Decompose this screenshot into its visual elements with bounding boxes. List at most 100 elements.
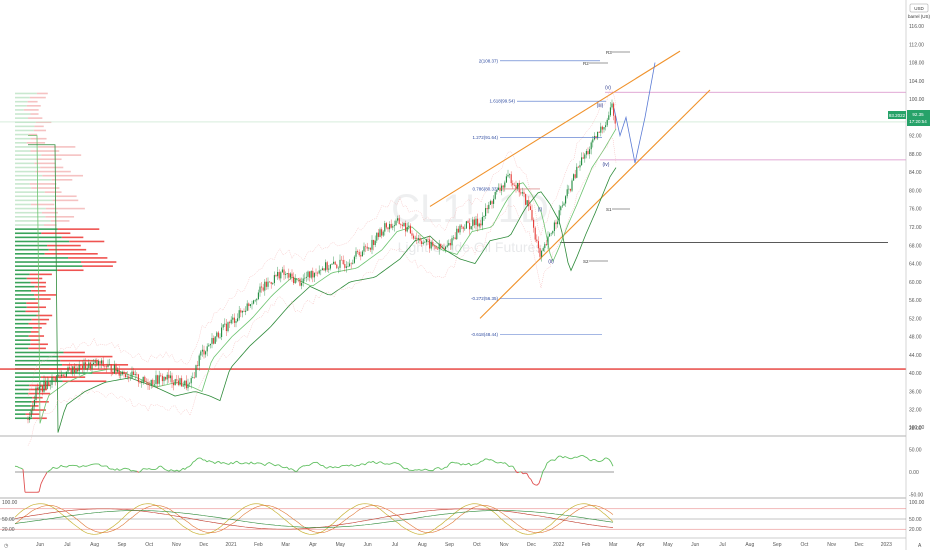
rsi-segment: [292, 469, 296, 472]
candle-body: [109, 364, 111, 365]
rsi-segment: [164, 469, 168, 471]
candle-body: [600, 126, 602, 133]
candle-body: [337, 267, 339, 269]
rsi-segment: [56, 467, 60, 469]
volume-bar-down: [44, 253, 98, 255]
currency-button[interactable]: [909, 3, 929, 13]
candle-body: [312, 270, 314, 278]
goto-icon[interactable]: ◷: [4, 543, 9, 549]
last-price-value: 92.35: [912, 112, 924, 117]
rsi-segment: [526, 473, 530, 478]
rsi-segment: [140, 468, 144, 472]
candle-body: [379, 229, 381, 237]
candle-body: [542, 248, 544, 251]
candle-body: [70, 369, 72, 374]
candlestick-series: [27, 99, 616, 424]
auto-scale-icon[interactable]: A: [918, 543, 922, 549]
rsi-segment: [500, 461, 504, 464]
candle-body: [325, 262, 327, 271]
candle-body: [137, 374, 139, 383]
candle-body: [481, 217, 483, 226]
candle-body: [83, 362, 85, 370]
candle-body: [533, 219, 535, 228]
candle-body: [430, 241, 432, 249]
volume-bar-down: [80, 261, 117, 263]
watermark-name: Light Crude Oil Futures: [398, 239, 543, 255]
volume-bar-down: [25, 413, 40, 415]
candle-body: [541, 250, 543, 257]
rsi-segment: [512, 466, 516, 470]
volume-bar-down: [28, 347, 46, 350]
candle-body: [513, 185, 515, 186]
candle-body: [475, 218, 477, 226]
rsi-segment: [182, 467, 186, 470]
candle-body: [568, 188, 570, 190]
stoch-slow-line: [14, 508, 614, 530]
volume-bar-up: [15, 335, 29, 337]
rsi-segment: [186, 466, 190, 468]
price-axis[interactable]: 116.00112.00108.00104.00100.0096.0092.00…: [909, 24, 925, 432]
stoch-slow-signal: [14, 510, 614, 528]
volume-bar-up: [15, 294, 35, 296]
candle-body: [376, 232, 378, 241]
rsi-segment: [264, 463, 268, 466]
volume-bar-down: [62, 380, 107, 383]
candle-body: [105, 366, 107, 368]
candle-body: [560, 206, 562, 211]
volume-bar-up: [15, 384, 30, 387]
candle-body: [189, 383, 191, 384]
rsi-segment: [116, 468, 120, 471]
time-tick-label: Oct: [145, 542, 153, 548]
candle-body: [59, 374, 61, 377]
candle-body: [400, 224, 402, 225]
candle-body: [104, 365, 106, 367]
candle-body: [389, 223, 391, 230]
last-price-countdown: 17:20:54: [909, 119, 927, 124]
rsi-segment: [506, 464, 510, 467]
candle-body: [605, 125, 607, 128]
price-tick-label: 52.00: [909, 316, 922, 322]
candle-body: [97, 360, 99, 366]
volume-bar-down: [40, 166, 64, 169]
rsi-segment: [548, 459, 552, 462]
price-tick-label: 104.00: [909, 79, 925, 85]
rsi-segment: [568, 457, 572, 460]
volume-bar-up: [15, 413, 26, 415]
time-axis[interactable]: Jun Jul Aug Sep Oct Nov Dec 2021 Feb Mar Apr May Jun…: [36, 542, 892, 548]
volume-bar-up: [15, 146, 38, 148]
volume-bar-up: [15, 207, 46, 210]
candle-body: [353, 256, 355, 263]
candle-body: [608, 115, 610, 120]
volume-bar-up: [15, 129, 34, 132]
candle-body: [221, 327, 223, 338]
rsi-segment: [234, 460, 238, 463]
rsi-tick-label: -50.00: [909, 493, 923, 499]
rsi-segment: [452, 461, 456, 464]
price-tick-label: 60.00: [909, 280, 922, 286]
rsi-segment: [432, 468, 436, 471]
candle-body: [438, 243, 440, 250]
volume-bar-down: [26, 142, 46, 144]
candle-body: [229, 322, 231, 324]
candle-body: [190, 378, 192, 384]
volume-bar-up: [15, 269, 58, 272]
candle-body: [72, 366, 74, 374]
volume-bar-down: [31, 318, 50, 321]
time-tick-label: Aug: [90, 542, 99, 548]
rsi-segment: [404, 467, 408, 470]
candle-body: [536, 239, 538, 242]
rsi-segment: [290, 468, 294, 471]
rsi-segment: [148, 468, 152, 470]
rsi-segment: [222, 462, 226, 464]
candle-body: [419, 238, 421, 242]
volume-bar-down: [92, 372, 128, 374]
rsi-segment: [396, 462, 400, 465]
time-tick-label: Feb: [582, 542, 591, 548]
rsi-segment: [138, 470, 142, 473]
candle-body: [145, 381, 147, 383]
rsi-segment: [600, 459, 604, 462]
band-upper: [27, 88, 617, 396]
candle-body: [246, 303, 248, 311]
time-tick-label: Aug: [418, 542, 427, 548]
